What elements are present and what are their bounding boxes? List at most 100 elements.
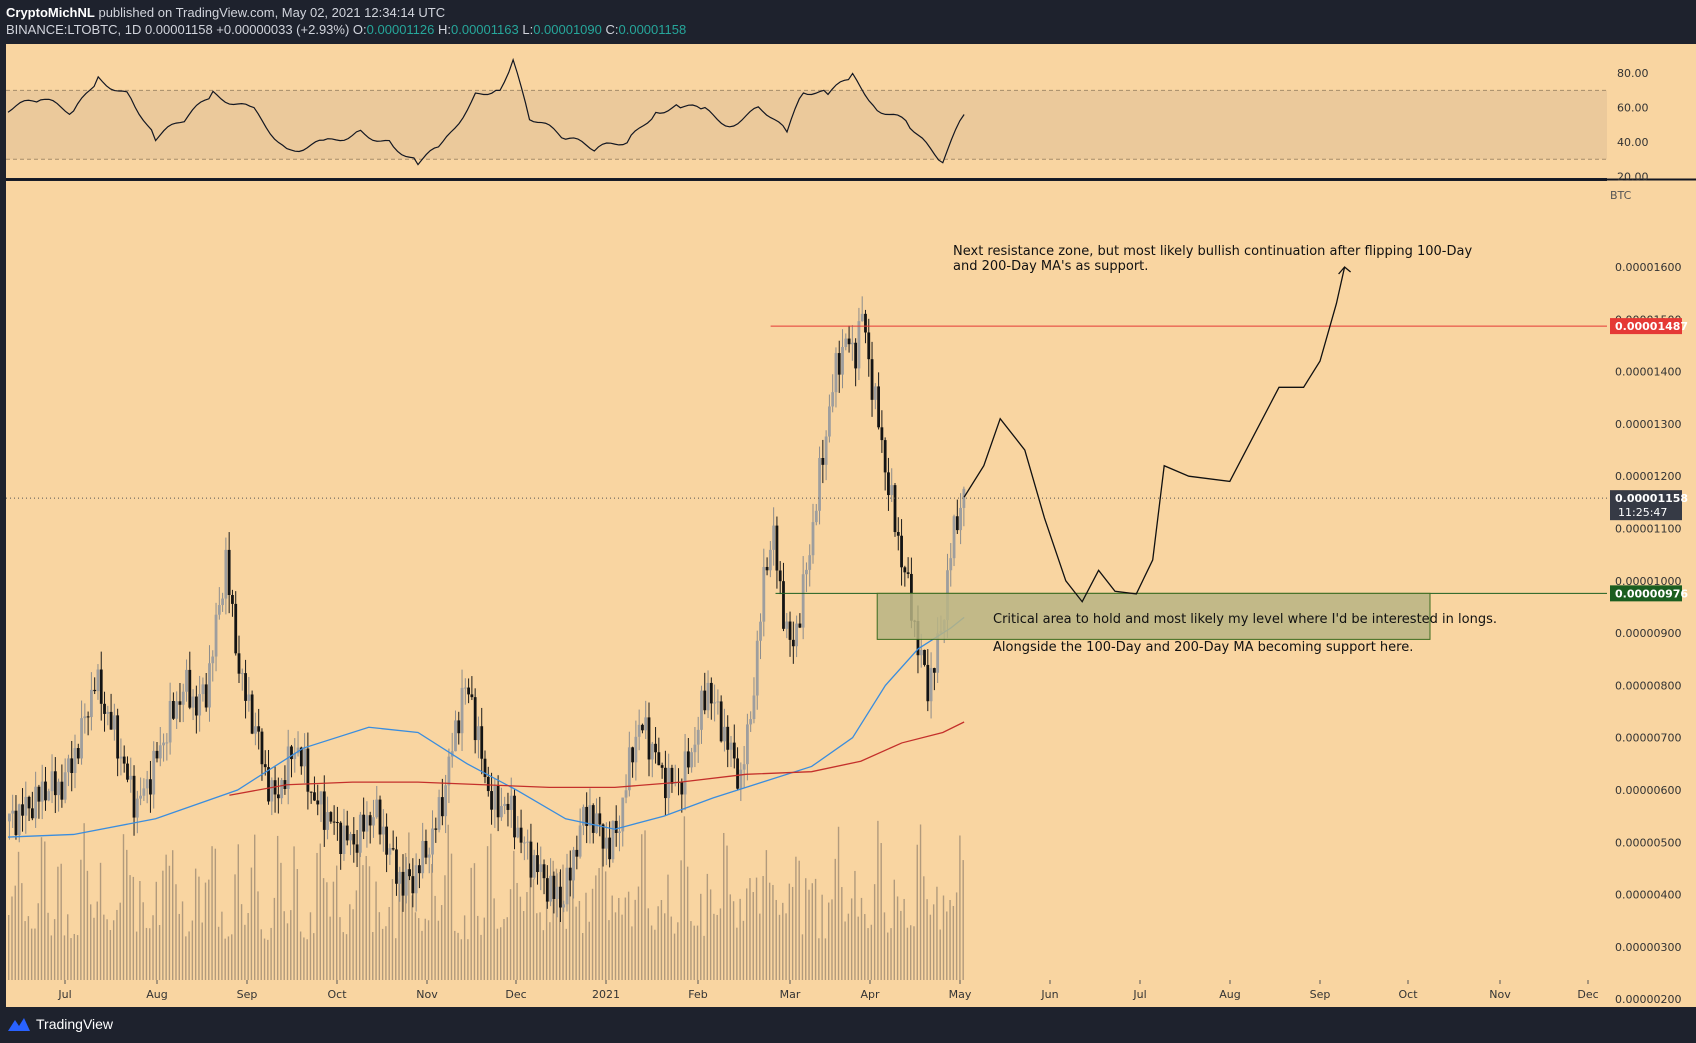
candle-body: [857, 321, 861, 369]
candle-body: [395, 849, 398, 884]
volume-bar: [654, 929, 656, 980]
candle-body: [860, 313, 864, 322]
candle-body: [208, 663, 211, 708]
candle-body: [467, 687, 470, 695]
volume-bar: [486, 846, 489, 980]
candle-body: [129, 775, 133, 780]
volume-bar: [198, 876, 200, 980]
candle-body: [158, 745, 162, 759]
high-label: H:: [438, 22, 451, 37]
y-tick-label: 0.00001600: [1615, 261, 1681, 274]
author-name[interactable]: CryptoMichNL: [6, 5, 95, 20]
candle-body: [959, 507, 962, 531]
volume-bar: [440, 905, 443, 980]
candle-body: [149, 779, 152, 795]
volume-bar: [693, 925, 695, 980]
candle-body: [116, 715, 120, 759]
candle-body: [388, 848, 392, 855]
volume-bar: [83, 823, 85, 980]
volume-bar: [214, 848, 217, 980]
volume-bar: [864, 914, 866, 980]
volume-bar: [942, 895, 945, 980]
candle-body: [40, 781, 44, 802]
volume-bar: [916, 844, 918, 980]
volume-bar: [21, 883, 23, 980]
candle-body: [696, 729, 700, 745]
volume-bar: [549, 922, 551, 980]
volume-bar: [290, 910, 292, 980]
volume-bar: [559, 871, 561, 980]
projection-path: [963, 266, 1346, 603]
volume-bar: [103, 914, 105, 980]
ma200-line: [229, 721, 965, 796]
volume-bar: [483, 917, 485, 980]
volume-bar: [273, 897, 276, 980]
candle-body: [765, 566, 769, 571]
candle-body: [188, 669, 192, 708]
candle-body: [952, 516, 956, 559]
volume-bar: [608, 920, 610, 980]
candle-body: [162, 742, 165, 746]
volume-bar: [80, 859, 82, 980]
volume-bar: [398, 878, 400, 980]
candle-body: [539, 864, 543, 873]
candle-body: [299, 747, 303, 767]
volume-bar: [752, 892, 754, 980]
candle-body: [624, 790, 628, 798]
candle-body: [172, 700, 175, 719]
x-tick-label: May: [949, 988, 972, 1001]
badge-support: 0.00000976: [1615, 587, 1688, 600]
candle-body: [27, 796, 31, 809]
volume-bar: [667, 874, 669, 980]
candle-body: [378, 799, 382, 835]
candle-body: [821, 457, 825, 465]
volume-bar: [880, 843, 882, 980]
price-chart[interactable]: 80.00 60.00 40.00 20.00 BTC 0.00001600 0.00001…: [0, 44, 1696, 1007]
volume-bar: [831, 899, 833, 980]
candle-body: [700, 690, 703, 730]
candle-body: [644, 717, 648, 731]
volume-bar: [539, 912, 541, 980]
volume-bar: [490, 833, 492, 980]
volume-bar: [788, 883, 791, 980]
volume-bar: [709, 889, 712, 980]
volume-bar: [542, 930, 545, 980]
candle-body: [201, 684, 205, 695]
volume-bar: [657, 906, 659, 980]
candle-body: [126, 763, 129, 780]
volume-bar: [57, 866, 59, 980]
y-tick-label: 0.00001000: [1615, 575, 1681, 588]
candle-body: [178, 701, 182, 705]
candle-body: [805, 569, 808, 575]
volume-bar: [454, 930, 456, 980]
rsi-band: [6, 90, 1607, 160]
symbol-label[interactable]: BINANCE:LTOBTC, 1D: [6, 22, 142, 37]
volume-bar: [90, 904, 92, 980]
tradingview-brand[interactable]: TradingView: [8, 1016, 113, 1032]
candle-body: [752, 695, 756, 720]
candle-body: [231, 595, 234, 604]
volume-bar: [782, 902, 784, 980]
candle-body: [559, 886, 562, 908]
volume-bar: [67, 914, 69, 980]
volume-bar: [604, 871, 607, 980]
volume-bar: [126, 849, 128, 980]
volume-bar: [696, 925, 699, 980]
volume-bar: [404, 853, 407, 980]
candle-body: [427, 854, 431, 858]
candle-body: [883, 440, 887, 473]
candle-body: [598, 813, 602, 825]
candle-body: [372, 817, 375, 826]
volume-bar: [857, 916, 859, 980]
candle-body: [555, 886, 559, 899]
candle-body: [286, 746, 290, 789]
volume-bar: [532, 879, 535, 980]
candle-body: [828, 406, 831, 437]
candle-body: [542, 864, 546, 879]
x-tick-label: Aug: [146, 988, 167, 1001]
volume-bar: [805, 878, 807, 980]
volume-bar: [296, 869, 299, 980]
candle-body: [80, 718, 83, 759]
volume-bar: [299, 931, 302, 980]
rsi-tick-label: 80.00: [1617, 67, 1649, 80]
